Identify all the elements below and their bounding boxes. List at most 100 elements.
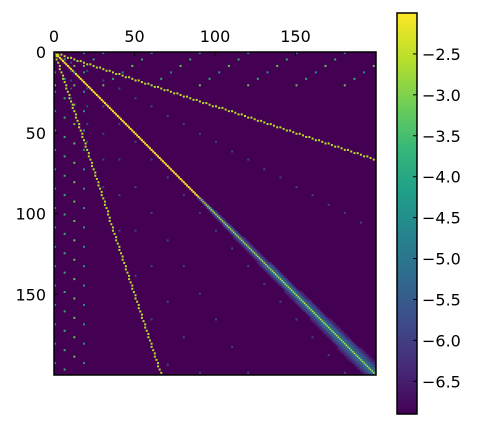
glow-cell [337,339,340,342]
glow-cell [237,239,240,242]
glow-cell [338,331,341,334]
lattice-dot [372,64,375,67]
glow-cell [264,270,267,273]
glow-cell [364,370,367,373]
glow-cell [322,313,325,316]
faint-ray-dot [150,265,153,268]
glow-cell [327,324,330,327]
glow-cell [284,284,287,287]
glow-cell [338,344,341,347]
lattice-dot [121,71,124,74]
lattice-dot [247,52,250,55]
main-diagonal-cell [129,127,132,130]
glow-cell [338,334,341,337]
main-diagonal-cell [234,232,237,235]
upper-stripe-cell [84,142,87,145]
upper-stripe-cell [79,129,82,132]
glow-cell [364,365,367,368]
glow-cell [348,350,351,353]
glow-cell [324,326,327,329]
glow-cell [263,257,266,260]
glow-cell [234,231,237,234]
glow-cell [223,219,226,222]
glow-cell [358,366,361,369]
lower-stripe-cell [198,100,201,103]
glow-cell [287,287,290,290]
glow-cell [369,363,372,366]
lattice-dot [247,84,250,87]
glow-cell [277,278,280,281]
upper-stripe-cell [97,181,100,184]
glow-cell [285,286,288,289]
glow-cell [335,329,338,332]
glow-cell [350,352,353,355]
glow-cell [351,344,354,347]
glow-cell [343,352,346,355]
glow-cell [313,313,316,316]
faint-ray-dot [150,105,153,108]
x-tick-label: 0 [49,27,59,46]
glow-cell [221,218,224,221]
glow-cell [276,270,279,273]
upper-stripe-cell [103,203,106,206]
x-tick-label: 50 [124,27,144,46]
glow-cell [258,255,261,258]
lattice-dot [63,232,66,235]
main-diagonal-cell [281,279,284,282]
glow-cell [297,294,300,297]
lattice-dot [82,168,85,171]
lower-stripe-cell [95,66,98,69]
upper-stripe-cell [110,223,113,226]
upper-stripe-cell [115,239,118,242]
glow-cell [284,276,287,279]
glow-cell [227,224,230,227]
glow-cell [301,294,304,297]
glow-cell [358,345,361,348]
feature-sparse-lattice-dots [54,52,375,374]
main-diagonal-cell [329,328,332,331]
glow-cell [272,268,275,271]
main-diagonal-cell [70,68,73,71]
main-diagonal-cell [361,360,364,363]
glow-cell [260,265,263,268]
glow-cell [292,289,295,292]
glow-cell [232,234,235,237]
lower-stripe-cell [182,95,185,98]
main-diagonal-cell [168,166,171,169]
lower-stripe-cell [253,118,256,121]
glow-cell [284,291,287,294]
lower-stripe-cell [305,135,308,138]
lattice-dot [198,52,201,55]
glow-cell [290,282,293,285]
glow-cell [326,329,329,332]
upper-stripe-cell [118,245,121,248]
upper-stripe-cell [70,100,73,103]
glow-cell [359,362,362,365]
lattice-dot [73,278,76,281]
glow-cell [264,260,267,263]
glow-cell [243,237,246,240]
lower-stripe-cell [282,127,285,130]
lower-stripe-cell [124,76,127,79]
upper-stripe-cell [132,291,135,294]
faint-ray-dot [118,158,121,161]
glow-cell [319,323,322,326]
glow-cell [335,341,338,344]
lower-stripe-cell [166,89,169,92]
lattice-dot [82,303,85,306]
main-diagonal-cell [210,208,213,211]
glow-cell [327,337,330,340]
lower-stripe-cell [89,63,92,66]
glow-cell [264,268,267,271]
glow-cell [334,331,337,334]
glow-cell [316,316,319,319]
faint-ray-dot [70,69,73,72]
upper-stripe-cell [73,110,76,113]
main-diagonal-cell [55,53,58,56]
main-diagonal-cell [300,299,303,302]
glow-cell [269,270,272,273]
faint-ray-dot [134,186,137,189]
main-diagonal-cell [148,147,151,150]
faint-ray-dot [343,371,346,374]
glow-cell [237,232,240,235]
